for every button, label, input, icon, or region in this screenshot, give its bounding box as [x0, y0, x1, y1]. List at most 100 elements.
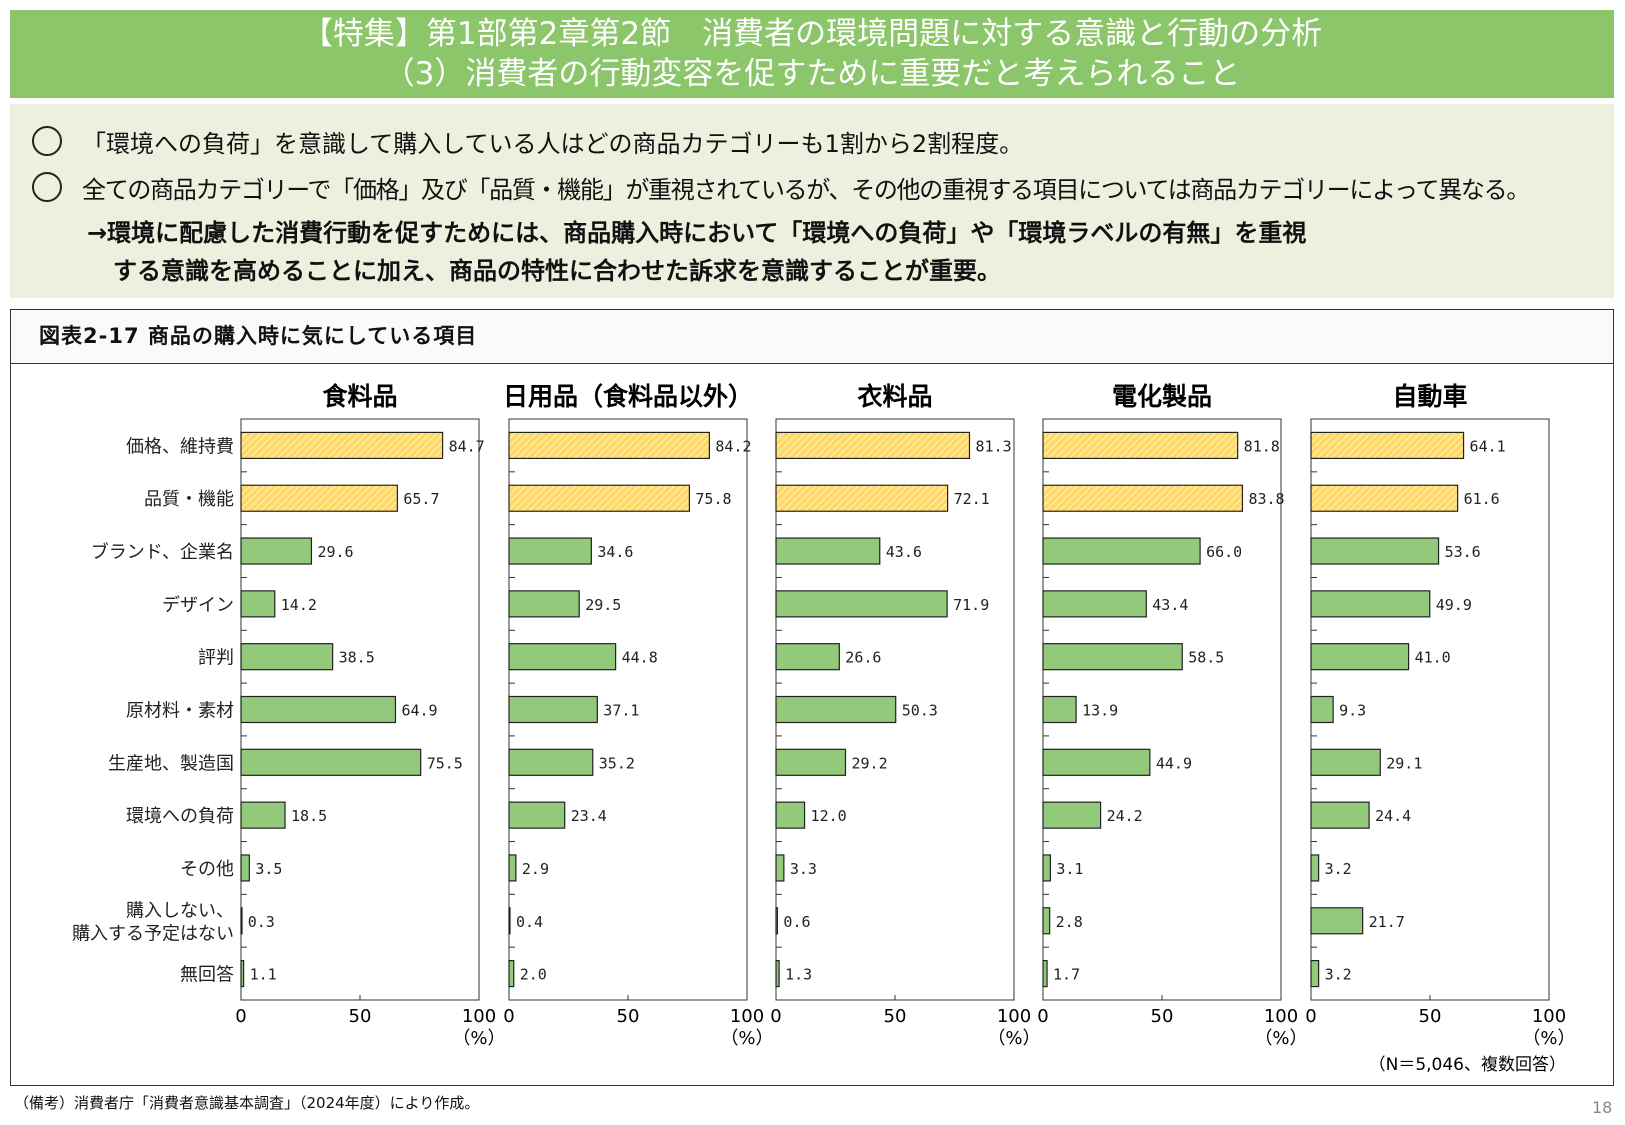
data-label: 21.7: [1369, 913, 1405, 931]
bullet-text: 全ての商品カテゴリーで「価格」及び「品質・機能」が重視されているが、その他の重視…: [82, 175, 1530, 204]
bar: [1042, 907, 1051, 935]
data-label: 43.4: [1152, 596, 1188, 614]
x-unit-label: （%）: [987, 1028, 1040, 1049]
x-tick-label: 0: [770, 1006, 781, 1027]
bar: [508, 907, 511, 935]
bar: [240, 854, 250, 882]
data-label: 71.9: [953, 596, 989, 614]
circle-bullet-icon: [32, 126, 62, 156]
data-label: 53.6: [1445, 543, 1481, 561]
data-label: 13.9: [1082, 702, 1118, 720]
data-label: 41.0: [1415, 649, 1451, 667]
x-tick-label: 0: [235, 1006, 246, 1027]
data-label: 43.6: [886, 543, 922, 561]
bar: [775, 643, 840, 671]
bar: [775, 431, 971, 460]
conclusion-line: する意識を高めることに加え、商品の特性に合わせた訴求を意識することが重要。: [113, 257, 1001, 285]
data-label: 26.6: [845, 649, 881, 667]
data-label: 75.5: [427, 754, 463, 772]
data-label: 72.1: [954, 490, 990, 508]
category-label: 購入する予定はない: [72, 923, 234, 944]
category-label: 無回答: [180, 965, 234, 986]
category-label: 品質・機能: [144, 489, 234, 510]
bar: [240, 590, 276, 618]
data-label: 3.5: [255, 860, 282, 878]
source-note: （備考）消費者庁「消費者意識基本調査」（2024年度）により作成。: [14, 1094, 480, 1112]
bar: [240, 907, 243, 935]
bar: [1310, 431, 1465, 460]
bar: [1042, 748, 1151, 776]
bar: [508, 431, 710, 460]
bar: [1310, 484, 1459, 512]
bar: [1310, 748, 1381, 776]
bar: [1042, 484, 1244, 512]
bar: [1042, 643, 1183, 671]
page-header: 【特集】第1部第2章第2節 消費者の環境問題に対する意識と行動の分析 （3）消費…: [10, 10, 1614, 98]
x-tick-label: 50: [1419, 1006, 1442, 1027]
bar: [508, 484, 691, 512]
x-tick-label: 0: [503, 1006, 514, 1027]
category-label: 原材料・素材: [126, 701, 234, 722]
x-tick-label: 0: [1037, 1006, 1048, 1027]
x-unit-label: （%）: [1254, 1028, 1307, 1049]
bar: [240, 431, 444, 460]
data-label: 3.3: [790, 860, 817, 878]
data-label: 75.8: [695, 490, 731, 508]
x-tick-label: 100: [1264, 1006, 1298, 1027]
x-tick-label: 50: [617, 1006, 640, 1027]
summary-bullet: 全ての商品カテゴリーで「価格」及び「品質・機能」が重視されているが、その他の重視…: [32, 164, 1614, 210]
bullet-text: 「環境への負荷」を意識して購入している人はどの商品カテゴリーも1割から2割程度。: [82, 129, 1024, 158]
panel-title: 衣料品: [857, 382, 932, 411]
category-label: 環境への負荷: [126, 806, 234, 827]
data-label: 35.2: [599, 754, 635, 772]
data-label: 3.1: [1056, 860, 1083, 878]
data-label: 44.8: [622, 649, 658, 667]
bar: [240, 801, 286, 829]
conclusion-line: →環境に配慮した消費行動を促すためには、商品購入時において「環境への負荷」や「環…: [87, 219, 1307, 247]
summary-box: 「環境への負荷」を意識して購入している人はどの商品カテゴリーも1割から2割程度。…: [10, 104, 1614, 298]
bar: [1310, 907, 1364, 935]
x-tick-label: 100: [1532, 1006, 1566, 1027]
category-label: 購入しない、: [126, 900, 234, 921]
bar: [775, 484, 949, 512]
data-label: 3.2: [1325, 966, 1352, 984]
bar: [508, 801, 566, 829]
bar: [1310, 695, 1334, 724]
x-tick-label: 50: [1151, 1006, 1174, 1027]
data-label: 29.1: [1386, 754, 1422, 772]
bar: [508, 959, 515, 988]
data-label: 3.2: [1325, 860, 1352, 878]
header-line2: （3）消費者の行動変容を促すために重要だと考えられること: [383, 56, 1241, 92]
bar: [1042, 695, 1077, 724]
bar: [1042, 959, 1048, 988]
bar: [775, 801, 806, 829]
bar: [1310, 959, 1320, 988]
bar: [775, 854, 785, 882]
data-label: 2.0: [520, 966, 547, 984]
circle-bullet-icon: [32, 172, 62, 202]
data-label: 23.4: [571, 807, 607, 825]
bar: [775, 590, 948, 618]
data-label: 66.0: [1206, 543, 1242, 561]
category-label: ブランド、企業名: [91, 541, 234, 563]
data-label: 1.3: [785, 966, 812, 984]
x-unit-label: （%）: [452, 1028, 505, 1049]
data-label: 84.7: [449, 437, 485, 455]
bar: [1042, 590, 1147, 618]
x-tick-label: 50: [884, 1006, 907, 1027]
x-unit-label: （%）: [720, 1028, 773, 1049]
data-label: 29.2: [851, 754, 887, 772]
category-label: その他: [180, 859, 234, 880]
panel-title: 食料品: [322, 382, 397, 411]
x-tick-label: 100: [730, 1006, 764, 1027]
data-label: 61.6: [1464, 490, 1500, 508]
data-label: 0.4: [516, 913, 543, 931]
data-label: 18.5: [291, 807, 327, 825]
category-label: 評判: [198, 648, 234, 669]
panel-title: 日用品（食料品以外）: [503, 382, 753, 411]
bar: [1042, 801, 1102, 829]
bar: [508, 695, 598, 724]
data-label: 64.1: [1470, 437, 1506, 455]
data-label: 38.5: [339, 649, 375, 667]
